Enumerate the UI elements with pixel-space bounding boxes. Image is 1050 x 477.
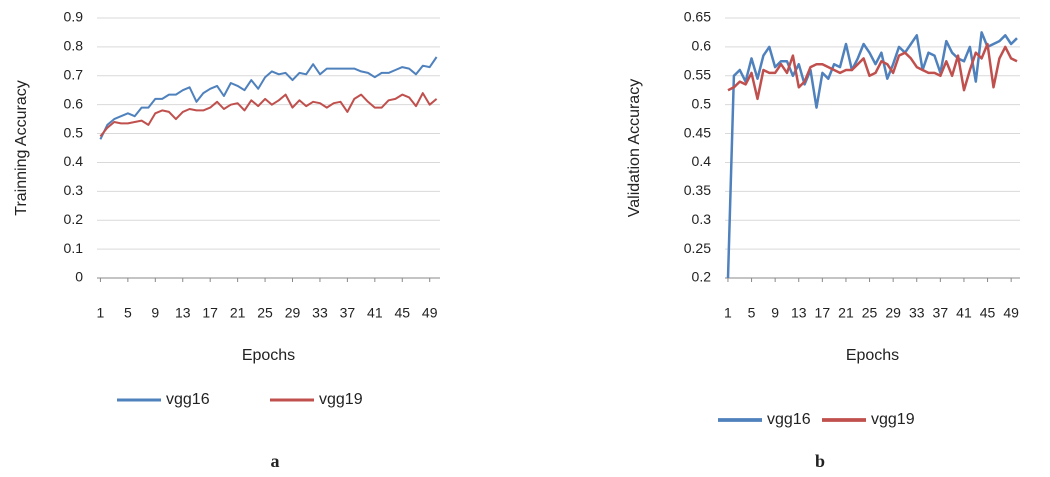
x-tick-label: 41: [367, 305, 383, 321]
y-tick-label: 0.6: [64, 95, 84, 111]
x-tick-label: 49: [422, 305, 438, 321]
x-axis-title: Epochs: [242, 347, 295, 364]
y-tick-label: 0.9: [64, 9, 84, 25]
y-tick-label: 0.45: [684, 124, 711, 140]
x-tick-label: 9: [771, 305, 779, 321]
x-tick-label: 17: [202, 305, 218, 321]
data-line: [99, 56, 438, 140]
x-tick-label: 45: [980, 305, 996, 321]
data-line: [727, 42, 1018, 101]
data-line: [99, 92, 438, 138]
x-tick-label: 13: [175, 305, 191, 321]
legend-label: vgg19: [319, 391, 363, 408]
y-tick-label: 0.4: [692, 153, 712, 169]
y-axis-title: Trainning Accuracy: [13, 80, 30, 215]
x-tick-label: 29: [285, 305, 301, 321]
y-axis-title: Validation Accuracy: [626, 79, 643, 217]
y-tick-label: 0.55: [684, 66, 711, 82]
x-tick-label: 25: [257, 305, 273, 321]
caption: b: [815, 451, 825, 471]
caption: a: [271, 451, 280, 471]
x-tick-label: 21: [230, 305, 246, 321]
data-line: [726, 31, 1018, 279]
y-tick-label: 0.35: [684, 182, 711, 198]
x-tick-label: 49: [1003, 305, 1019, 321]
y-tick-label: 0.5: [692, 95, 712, 111]
x-tick-label: 9: [151, 305, 159, 321]
legend-label: vgg16: [166, 391, 210, 408]
x-tick-label: 1: [724, 305, 732, 321]
y-tick-label: 0.1: [64, 240, 84, 256]
y-tick-label: 0.25: [684, 240, 711, 256]
x-axis-title: Epochs: [846, 347, 899, 364]
x-tick-label: 45: [394, 305, 410, 321]
y-tick-label: 0: [75, 269, 83, 285]
x-tick-label: 25: [862, 305, 878, 321]
y-tick-label: 0.7: [64, 66, 84, 82]
legend-label: vgg19: [871, 411, 915, 428]
y-tick-label: 0.3: [692, 211, 712, 227]
y-tick-label: 0.8: [64, 38, 84, 54]
x-tick-label: 37: [340, 305, 356, 321]
x-tick-label: 5: [124, 305, 132, 321]
x-tick-label: 1: [97, 305, 105, 321]
legend-label: vgg16: [767, 411, 811, 428]
x-tick-label: 21: [838, 305, 854, 321]
y-tick-label: 0.4: [64, 153, 84, 169]
x-tick-label: 41: [956, 305, 972, 321]
x-tick-label: 5: [748, 305, 756, 321]
y-tick-label: 0.2: [64, 211, 84, 227]
x-tick-label: 29: [885, 305, 901, 321]
y-tick-label: 0.2: [692, 269, 712, 285]
x-tick-label: 33: [909, 305, 925, 321]
y-tick-label: 0.6: [692, 38, 712, 54]
x-tick-label: 13: [791, 305, 807, 321]
y-tick-label: 0.65: [684, 9, 711, 25]
y-tick-label: 0.5: [64, 124, 84, 140]
y-tick-label: 0.3: [64, 182, 84, 198]
x-tick-label: 37: [933, 305, 949, 321]
x-tick-label: 17: [815, 305, 831, 321]
x-tick-label: 33: [312, 305, 328, 321]
